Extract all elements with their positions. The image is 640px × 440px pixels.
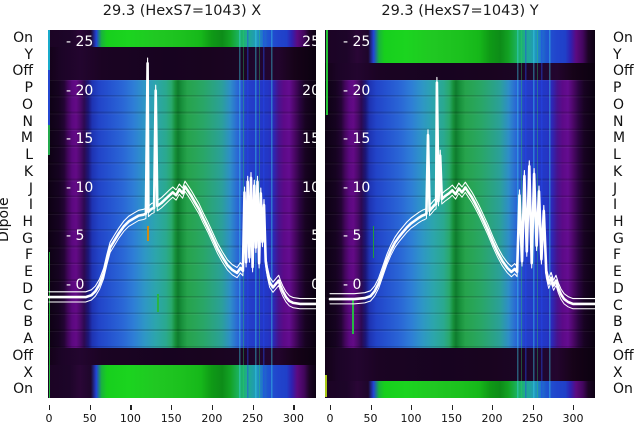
row-label-right-13: F xyxy=(613,247,622,264)
heatmap-band-dark xyxy=(325,347,595,382)
x-tick-label: 150 xyxy=(441,412,462,425)
row-label-right-12: G xyxy=(613,230,624,247)
x-tick-mark xyxy=(252,405,254,410)
row-label-left-1: Y xyxy=(24,46,33,63)
row-label-right-9: J xyxy=(613,180,618,197)
row-label-right-8: K xyxy=(613,163,623,180)
x-tick-label: 0 xyxy=(45,412,53,425)
row-label-left-4: O xyxy=(21,96,33,113)
row-label-left-21: On xyxy=(13,381,33,398)
x-tick-mark xyxy=(573,405,575,410)
row-label-left-14: E xyxy=(24,264,33,281)
row-label-right-2: Off xyxy=(613,63,634,80)
x-tick-mark xyxy=(89,405,91,410)
heatmap-panel-y: - 25- 20- 15- 10- 5- 0 xyxy=(325,30,595,398)
x-tick-mark xyxy=(171,405,173,410)
row-label-left-16: C xyxy=(23,297,33,314)
row-label-right-19: Off xyxy=(613,347,634,364)
row-label-left-15: D xyxy=(22,280,33,297)
x-tick-label: 200 xyxy=(201,412,223,425)
x-tick-label: 150 xyxy=(160,412,182,425)
x-tick-mark xyxy=(532,405,534,410)
panel-x-title: 29.3 (HexS7=1043) X xyxy=(102,3,262,19)
row-label-left-6: M xyxy=(20,130,33,147)
x-tick-mark xyxy=(411,405,413,410)
row-label-left-9: J xyxy=(28,180,33,197)
row-label-left-19: Off xyxy=(12,347,33,364)
heatmap-band-dark xyxy=(48,46,316,81)
heatmap-band-dark xyxy=(48,347,316,365)
x-tick-label: 100 xyxy=(119,412,141,425)
heatmap-panel-x: - 25- 20- 15- 10- 5- 0 25 20 15 10 5 0 xyxy=(48,30,316,398)
x-tick-mark xyxy=(330,405,332,410)
x-tick-label: 50 xyxy=(82,412,97,425)
row-label-right-10: I xyxy=(613,197,618,214)
x-tick-mark xyxy=(492,405,494,410)
x-tick-label: 300 xyxy=(282,412,304,425)
x-tick-label: 300 xyxy=(562,412,584,425)
row-label-left-11: H xyxy=(22,214,33,230)
row-label-right-16: C xyxy=(613,297,623,314)
row-label-left-3: P xyxy=(24,80,33,97)
heatmap-band-main xyxy=(48,80,316,348)
row-label-left-17: B xyxy=(23,314,33,331)
panel-y-title: 29.3 (HexS7=1043) Y xyxy=(381,3,539,19)
x-tick-mark xyxy=(451,405,453,410)
row-label-left-13: F xyxy=(24,247,33,264)
row-label-left-12: G xyxy=(22,230,33,247)
row-label-right-17: B xyxy=(613,314,623,331)
row-label-right-7: L xyxy=(613,147,621,164)
heatmap-band-bright xyxy=(325,30,595,64)
x-tick-label: 100 xyxy=(400,412,422,425)
heatmap-band-bright xyxy=(325,381,595,398)
heatmap-band-bright xyxy=(48,364,316,398)
x-tick-mark xyxy=(130,405,132,410)
row-label-right-15: D xyxy=(613,280,624,297)
row-label-right-0: On xyxy=(613,30,633,46)
row-label-left-18: A xyxy=(23,331,33,348)
x-tick-label: 250 xyxy=(242,412,264,425)
x-tick-mark xyxy=(293,405,295,410)
x-tick-mark xyxy=(49,405,51,410)
x-tick-mark xyxy=(211,405,214,410)
x-tick-label: 200 xyxy=(481,412,503,425)
heatmap-band-bright xyxy=(48,30,316,47)
row-label-left-2: Off xyxy=(12,63,33,80)
row-label-right-1: Y xyxy=(613,46,622,63)
x-tick-label: 50 xyxy=(363,412,378,425)
row-label-left-7: L xyxy=(25,147,33,164)
x-tick-label: 250 xyxy=(522,412,543,425)
x-tick-mark xyxy=(370,405,372,410)
row-label-left-5: N xyxy=(22,113,33,130)
row-label-right-14: E xyxy=(613,264,622,281)
row-label-right-11: H xyxy=(613,214,624,230)
row-label-right-18: A xyxy=(613,331,623,348)
row-label-left-20: X xyxy=(23,364,33,381)
row-label-left-8: K xyxy=(23,163,33,180)
row-label-left-0: On xyxy=(13,30,33,46)
heatmap-band-dark xyxy=(325,63,595,81)
row-label-right-21: On xyxy=(613,381,633,398)
x-tick-label: 0 xyxy=(326,412,334,425)
row-label-right-20: X xyxy=(613,364,623,381)
row-label-left-10: I xyxy=(28,197,33,214)
heatmap-band-main xyxy=(325,80,595,348)
row-label-right-4: O xyxy=(613,96,625,113)
row-label-right-3: P xyxy=(613,80,622,97)
row-label-right-5: N xyxy=(613,113,624,130)
row-label-right-6: M xyxy=(613,130,626,147)
